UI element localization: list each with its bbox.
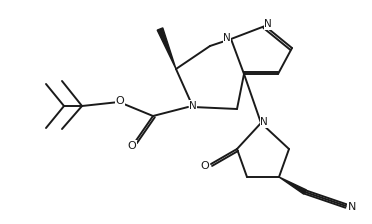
Text: O: O [116, 96, 124, 106]
Text: O: O [128, 141, 137, 151]
Text: N: N [348, 202, 356, 212]
Polygon shape [279, 177, 306, 194]
Text: O: O [201, 161, 209, 171]
Text: N: N [260, 117, 268, 127]
Text: N: N [223, 33, 231, 43]
Polygon shape [157, 28, 176, 69]
Text: N: N [264, 19, 272, 29]
Text: N: N [189, 101, 197, 111]
